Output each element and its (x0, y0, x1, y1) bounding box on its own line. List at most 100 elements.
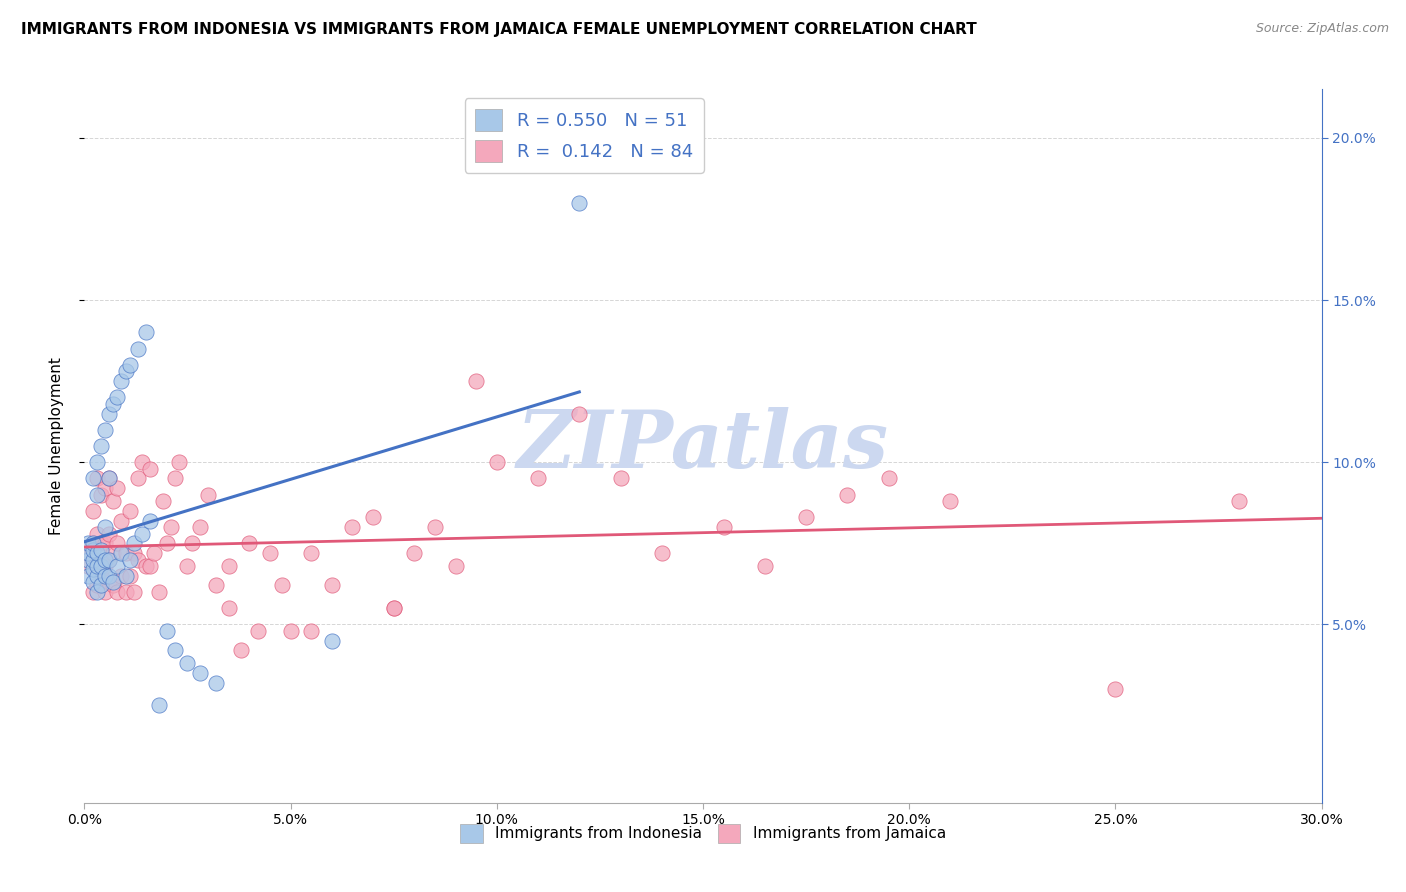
Point (176, 657, 198, 671)
Point (90, 536, 112, 550)
Point (188, 666, 211, 681)
Point (246, 624, 269, 638)
Point (110, 374, 132, 388)
Point (259, 546, 281, 560)
Point (139, 461, 162, 475)
Point (103, 494, 125, 508)
Point (98, 575, 121, 590)
Point (122, 585, 145, 599)
Point (86, 568, 108, 582)
Point (90, 578, 112, 592)
Point (139, 559, 162, 574)
Point (86, 471, 108, 485)
Point (94, 481, 117, 495)
Point (82, 542, 104, 557)
Point (118, 552, 141, 566)
Point (321, 633, 343, 648)
Point (877, 471, 900, 485)
Point (90, 439, 112, 453)
Point (143, 546, 166, 560)
Point (77, 552, 100, 566)
Point (94, 536, 117, 550)
Point (205, 578, 228, 592)
Point (94, 552, 117, 566)
Point (1227, 494, 1250, 508)
Point (90, 559, 112, 574)
Point (167, 455, 190, 469)
Point (98, 407, 121, 421)
Point (105, 536, 128, 550)
Point (404, 546, 426, 560)
Point (180, 536, 202, 550)
Point (218, 559, 240, 574)
Point (98, 526, 121, 541)
Point (139, 514, 162, 528)
Point (105, 559, 128, 574)
Point (94, 585, 117, 599)
Point (122, 536, 145, 550)
Point (77, 546, 100, 560)
Point (82, 536, 104, 550)
Point (118, 504, 141, 518)
Point (152, 494, 174, 508)
Point (382, 601, 405, 615)
Point (77, 536, 100, 550)
Text: IMMIGRANTS FROM INDONESIA VS IMMIGRANTS FROM JAMAICA FEMALE UNEMPLOYMENT CORRELA: IMMIGRANTS FROM INDONESIA VS IMMIGRANTS … (21, 22, 977, 37)
Point (122, 546, 145, 560)
Point (342, 520, 364, 534)
Point (271, 578, 294, 592)
Point (609, 471, 631, 485)
Text: ZIPatlas: ZIPatlas (517, 408, 889, 484)
Point (110, 514, 132, 528)
Point (110, 568, 132, 582)
Point (98, 471, 121, 485)
Point (86, 559, 108, 574)
Point (82, 471, 104, 485)
Point (94, 568, 117, 582)
Point (98, 471, 121, 485)
Point (229, 643, 252, 657)
Point (82, 504, 104, 518)
Point (148, 698, 170, 713)
Point (794, 510, 817, 524)
Point (98, 552, 121, 566)
Point (86, 552, 108, 566)
Point (103, 397, 125, 411)
Point (82, 585, 104, 599)
Point (86, 578, 108, 592)
Point (160, 520, 183, 534)
Point (77, 546, 100, 560)
Point (465, 374, 488, 388)
Point (651, 546, 673, 560)
Point (299, 624, 322, 638)
Point (280, 624, 302, 638)
Point (103, 578, 125, 592)
Y-axis label: Female Unemployment: Female Unemployment (49, 357, 63, 535)
Point (118, 358, 141, 372)
Point (90, 568, 112, 582)
Point (127, 471, 149, 485)
Point (176, 559, 198, 574)
Point (127, 342, 149, 356)
Point (110, 546, 132, 560)
Point (135, 326, 157, 340)
Point (98, 552, 121, 566)
Point (86, 526, 108, 541)
Point (86, 488, 108, 502)
Point (103, 575, 125, 590)
Point (165, 471, 187, 485)
Point (86, 455, 108, 469)
Point (361, 510, 384, 524)
Point (485, 455, 508, 469)
Point (1104, 682, 1126, 697)
Point (98, 568, 121, 582)
Point (131, 455, 153, 469)
Point (754, 559, 776, 574)
Point (444, 559, 467, 574)
Point (114, 568, 136, 582)
Point (321, 578, 343, 592)
Point (82, 536, 104, 550)
Point (238, 536, 260, 550)
Point (568, 407, 591, 421)
Point (939, 494, 962, 508)
